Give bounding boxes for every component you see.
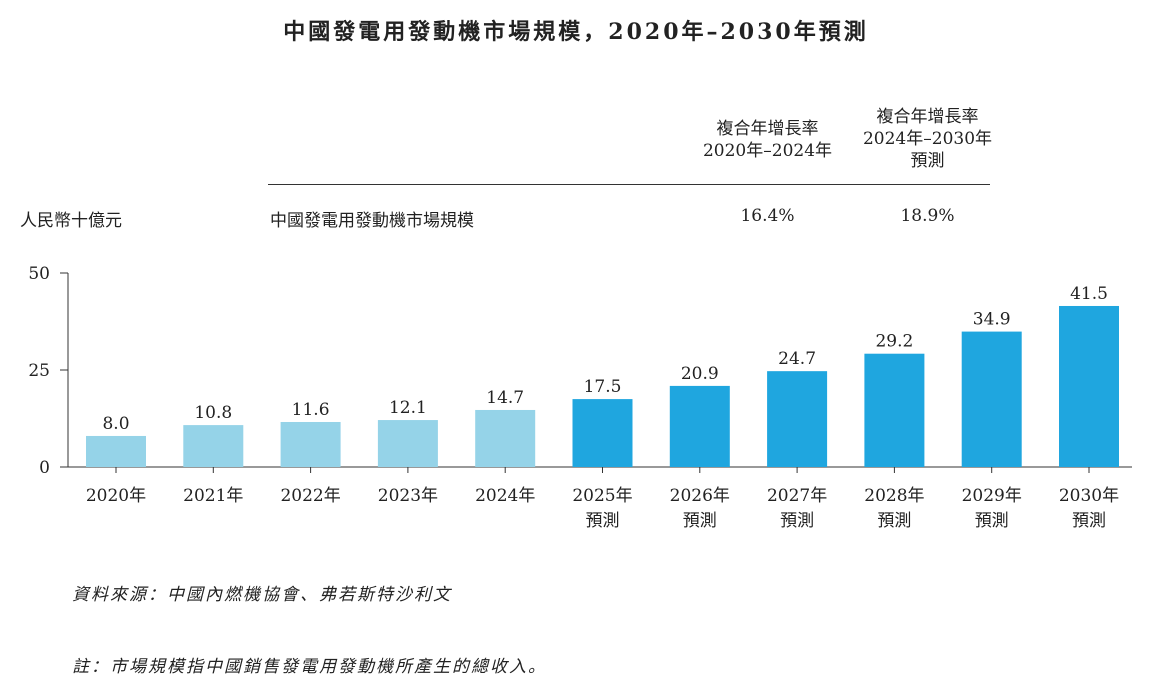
category-label-7-line2: 預測 <box>780 511 814 531</box>
cagr-value-forecast: 18.9% <box>900 206 955 226</box>
y-tick-label-2: 50 <box>28 264 50 284</box>
category-label-8-line2: 預測 <box>877 511 911 531</box>
value-label-2: 11.6 <box>292 400 330 420</box>
bar-9 <box>961 331 1022 467</box>
category-label-7: 2027年 <box>767 486 827 506</box>
cagr-header-forecast-line1: 複合年增長率 <box>876 107 979 127</box>
category-label-5-line2: 預測 <box>586 511 620 531</box>
bar-8 <box>864 353 925 467</box>
category-label-10-line2: 預測 <box>1072 511 1106 531</box>
cagr-header-historical-line2: 2020年–2024年 <box>702 141 833 161</box>
category-label-10: 2030年 <box>1059 486 1119 506</box>
value-label-10: 41.5 <box>1070 284 1108 304</box>
value-label-6: 20.9 <box>681 364 719 384</box>
category-label-5: 2025年 <box>572 486 632 506</box>
value-label-3: 12.1 <box>389 398 427 418</box>
value-label-8: 29.2 <box>875 332 913 352</box>
value-label-9: 34.9 <box>973 310 1011 330</box>
category-label-2: 2022年 <box>280 486 340 506</box>
bar-3 <box>377 420 438 467</box>
category-label-6-line2: 預測 <box>683 511 717 531</box>
series-label: 中國發電用發動機市場規模 <box>270 211 474 231</box>
cagr-header-historical-line1: 複合年增長率 <box>716 119 819 139</box>
category-label-9: 2029年 <box>962 486 1022 506</box>
category-label-3: 2023年 <box>378 486 438 506</box>
cagr-header-forecast-line3: 預測 <box>910 151 945 171</box>
bar-4 <box>475 409 536 467</box>
category-label-1: 2021年 <box>183 486 243 506</box>
value-label-0: 8.0 <box>102 414 129 434</box>
bar-5 <box>572 399 633 467</box>
bar-2 <box>280 421 341 467</box>
cagr-header-forecast-line2: 2024年–2030年 <box>862 129 993 149</box>
footnote: 註：市場規模指中國銷售發電用發動機所產生的總收入。 <box>72 657 547 677</box>
value-label-5: 17.5 <box>584 377 622 397</box>
value-label-1: 10.8 <box>194 403 232 423</box>
bar-10 <box>1059 305 1119 467</box>
category-label-0: 2020年 <box>86 486 146 506</box>
bar-6 <box>669 385 730 467</box>
category-label-6: 2026年 <box>670 486 730 506</box>
cagr-value-historical: 16.4% <box>740 206 795 226</box>
legend-divider <box>268 184 990 185</box>
value-label-4: 14.7 <box>486 388 524 408</box>
cagr-header-forecast: 複合年增長率 2024年–2030年 預測 <box>840 106 1015 172</box>
cagr-header-historical: 複合年增長率 2020年–2024年 <box>680 118 855 162</box>
y-tick-label-1: 25 <box>28 361 50 381</box>
bar-0 <box>86 435 146 467</box>
category-label-8: 2028年 <box>864 486 924 506</box>
bar-7 <box>767 371 828 467</box>
value-label-7: 24.7 <box>778 349 816 369</box>
unit-label: 人民幣十億元 <box>20 211 122 231</box>
category-label-4: 2024年 <box>475 486 535 506</box>
source-note: 資料來源：中國內燃機協會、弗若斯特沙利文 <box>72 585 452 605</box>
chart-title: 中國發電用發動機市場規模，2020年–2030年預測 <box>283 19 869 45</box>
category-label-9-line2: 預測 <box>975 511 1009 531</box>
y-tick-label-0: 0 <box>39 458 50 478</box>
bar-1 <box>183 425 244 467</box>
